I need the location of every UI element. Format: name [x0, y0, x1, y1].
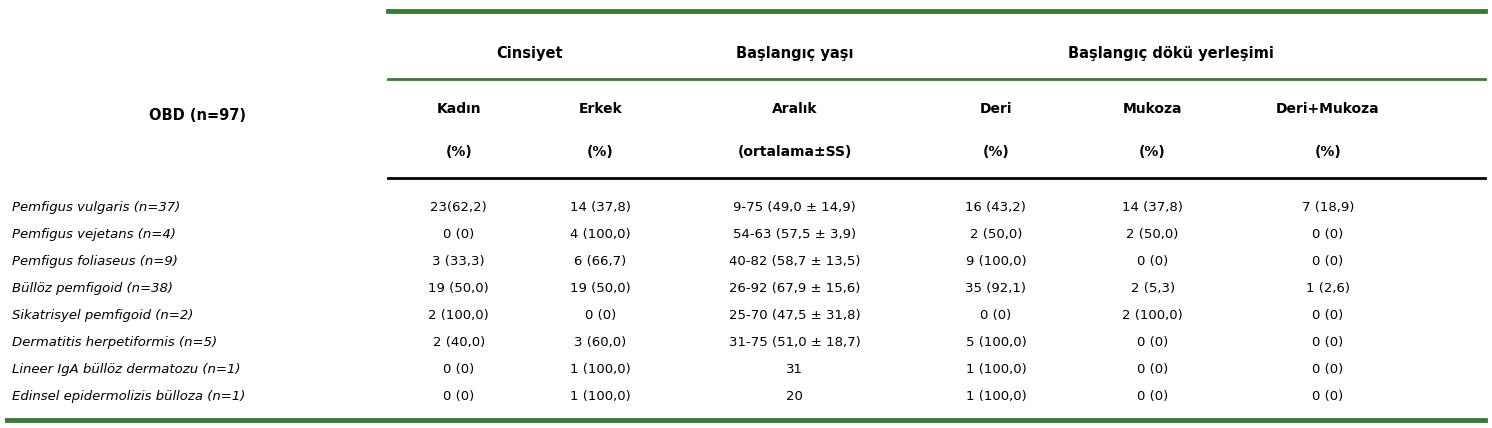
Text: Erkek: Erkek: [579, 102, 622, 116]
Text: (%): (%): [446, 145, 471, 159]
Text: 40-82 (58,7 ± 13,5): 40-82 (58,7 ± 13,5): [728, 255, 861, 268]
Text: Büllöz pemfigoid (n=38): Büllöz pemfigoid (n=38): [12, 282, 173, 295]
Text: 2 (100,0): 2 (100,0): [428, 309, 489, 322]
Text: 9 (100,0): 9 (100,0): [965, 255, 1026, 268]
Text: 19 (50,0): 19 (50,0): [570, 282, 631, 295]
Text: Pemfigus foliaseus (n=9): Pemfigus foliaseus (n=9): [12, 255, 178, 268]
Text: (%): (%): [1314, 145, 1341, 159]
Text: 2 (40,0): 2 (40,0): [433, 336, 485, 349]
Text: Mukoza: Mukoza: [1123, 102, 1182, 116]
Text: 2 (50,0): 2 (50,0): [1126, 228, 1179, 241]
Text: Başlangıç yaşı: Başlangıç yaşı: [736, 46, 853, 61]
Text: 31-75 (51,0 ± 18,7): 31-75 (51,0 ± 18,7): [728, 336, 861, 349]
Text: (%): (%): [983, 145, 1009, 159]
Text: 0 (0): 0 (0): [1137, 336, 1168, 349]
Text: 2 (50,0): 2 (50,0): [970, 228, 1022, 241]
Text: 2 (100,0): 2 (100,0): [1122, 309, 1183, 322]
Text: 14 (37,8): 14 (37,8): [1122, 201, 1183, 214]
Text: 0 (0): 0 (0): [1313, 309, 1343, 322]
Text: Sikatrisyel pemfigoid (n=2): Sikatrisyel pemfigoid (n=2): [12, 309, 194, 322]
Text: 31: 31: [786, 363, 803, 376]
Text: 0 (0): 0 (0): [1313, 390, 1343, 403]
Text: 25-70 (47,5 ± 31,8): 25-70 (47,5 ± 31,8): [728, 309, 861, 322]
Text: 0 (0): 0 (0): [980, 309, 1012, 322]
Text: 3 (60,0): 3 (60,0): [574, 336, 627, 349]
Text: 0 (0): 0 (0): [443, 390, 474, 403]
Text: 1 (100,0): 1 (100,0): [570, 390, 631, 403]
Text: 16 (43,2): 16 (43,2): [965, 201, 1026, 214]
Text: 0 (0): 0 (0): [1313, 255, 1343, 268]
Text: 26-92 (67,9 ± 15,6): 26-92 (67,9 ± 15,6): [728, 282, 861, 295]
Text: 20: 20: [786, 390, 803, 403]
Text: 14 (37,8): 14 (37,8): [570, 201, 631, 214]
Text: 5 (100,0): 5 (100,0): [965, 336, 1026, 349]
Text: 0 (0): 0 (0): [443, 228, 474, 241]
Text: 0 (0): 0 (0): [585, 309, 616, 322]
Text: 1 (100,0): 1 (100,0): [965, 390, 1026, 403]
Text: Deri: Deri: [980, 102, 1012, 116]
Text: Başlangıç dökü yerleşimi: Başlangıç dökü yerleşimi: [1068, 46, 1274, 61]
Text: 0 (0): 0 (0): [1137, 363, 1168, 376]
Text: Cinsiyet: Cinsiyet: [497, 46, 562, 61]
Text: 54-63 (57,5 ± 3,9): 54-63 (57,5 ± 3,9): [733, 228, 856, 241]
Text: Edinsel epidermolizis bülloza (n=1): Edinsel epidermolizis bülloza (n=1): [12, 390, 245, 403]
Text: (%): (%): [1140, 145, 1165, 159]
Text: Kadın: Kadın: [437, 102, 480, 116]
Text: Pemfigus vulgaris (n=37): Pemfigus vulgaris (n=37): [12, 201, 181, 214]
Text: 35 (92,1): 35 (92,1): [965, 282, 1026, 295]
Text: 0 (0): 0 (0): [1313, 336, 1343, 349]
Text: 7 (18,9): 7 (18,9): [1301, 201, 1355, 214]
Text: 19 (50,0): 19 (50,0): [428, 282, 489, 295]
Text: Deri+Mukoza: Deri+Mukoza: [1276, 102, 1380, 116]
Text: 1 (100,0): 1 (100,0): [965, 363, 1026, 376]
Text: 1 (2,6): 1 (2,6): [1306, 282, 1350, 295]
Text: OBD (n=97): OBD (n=97): [149, 108, 246, 123]
Text: 4 (100,0): 4 (100,0): [570, 228, 631, 241]
Text: 0 (0): 0 (0): [1137, 255, 1168, 268]
Text: 23(62,2): 23(62,2): [430, 201, 488, 214]
Text: 1 (100,0): 1 (100,0): [570, 363, 631, 376]
Text: 6 (66,7): 6 (66,7): [574, 255, 627, 268]
Text: (ortalama±SS): (ortalama±SS): [737, 145, 852, 159]
Text: (%): (%): [588, 145, 613, 159]
Text: Dermatitis herpetiformis (n=5): Dermatitis herpetiformis (n=5): [12, 336, 216, 349]
Text: Lineer IgA büllöz dermatozu (n=1): Lineer IgA büllöz dermatozu (n=1): [12, 363, 240, 376]
Text: Pemfigus vejetans (n=4): Pemfigus vejetans (n=4): [12, 228, 176, 241]
Text: 0 (0): 0 (0): [443, 363, 474, 376]
Text: 0 (0): 0 (0): [1313, 228, 1343, 241]
Text: 2 (5,3): 2 (5,3): [1131, 282, 1174, 295]
Text: 0 (0): 0 (0): [1137, 390, 1168, 403]
Text: 0 (0): 0 (0): [1313, 363, 1343, 376]
Text: 3 (33,3): 3 (33,3): [433, 255, 485, 268]
Text: 9-75 (49,0 ± 14,9): 9-75 (49,0 ± 14,9): [733, 201, 856, 214]
Text: Aralık: Aralık: [771, 102, 818, 116]
